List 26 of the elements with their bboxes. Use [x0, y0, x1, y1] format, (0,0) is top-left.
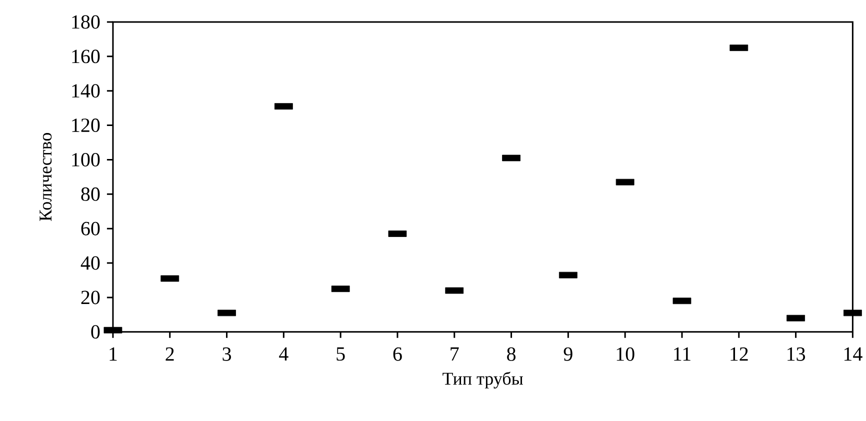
x-tick-label: 13	[788, 347, 806, 361]
y-tick-label: 100	[72, 153, 100, 167]
x-tick-label: 12	[730, 347, 748, 361]
x-axis-title: Тип трубы	[442, 372, 523, 389]
y-tick-label: 20	[81, 290, 100, 304]
y-tick-label: 0	[91, 325, 100, 339]
y-tick-label: 80	[81, 187, 100, 201]
y-tick-label: 140	[72, 84, 100, 98]
x-tick-label: 14	[844, 347, 862, 361]
y-tick-label: 180	[72, 15, 100, 29]
x-tick-label: 1	[110, 347, 117, 361]
y-tick-label: 60	[81, 222, 100, 236]
x-tick-label: 3	[222, 347, 231, 361]
x-tick-label: 8	[507, 347, 516, 361]
x-tick-label: 2	[166, 347, 174, 361]
x-tick-label: 5	[336, 347, 345, 361]
x-tick-label: 7	[450, 347, 459, 361]
x-tick-label: 11	[674, 347, 690, 361]
x-tick-label: 10	[616, 347, 634, 361]
x-tick-label: 9	[564, 347, 572, 361]
x-tick-label: 4	[279, 347, 288, 361]
y-tick-label: 40	[80, 256, 100, 270]
y-tick-label: 160	[72, 50, 100, 64]
y-tick-label: 120	[72, 118, 100, 132]
y-axis-title: Количество	[40, 133, 52, 222]
x-tick-label: 6	[393, 347, 402, 361]
